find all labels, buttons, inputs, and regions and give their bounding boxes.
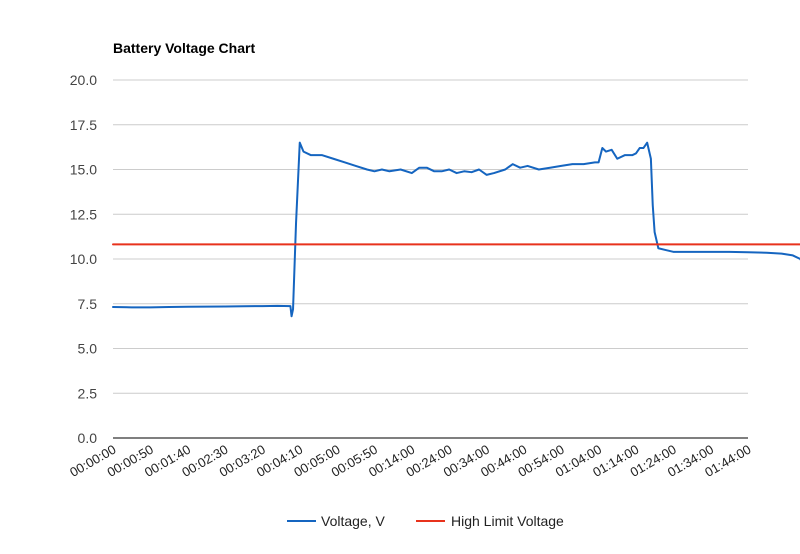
y-tick-label: 5.0: [78, 341, 98, 357]
y-tick-label: 12.5: [70, 206, 97, 222]
x-axis-ticks: 00:00:0000:00:5000:01:4000:02:3000:03:20…: [67, 442, 753, 480]
y-tick-label: 2.5: [78, 385, 98, 401]
y-tick-label: 15.0: [70, 162, 97, 178]
legend-label: Voltage, V: [321, 513, 385, 529]
y-tick-label: 7.5: [78, 296, 98, 312]
legend-label: High Limit Voltage: [451, 513, 564, 529]
y-tick-label: 20.0: [70, 72, 97, 88]
y-tick-label: 17.5: [70, 117, 97, 133]
series-line-0: [112, 141, 800, 318]
y-tick-label: 0.0: [78, 430, 98, 446]
gridlines: [113, 79, 748, 439]
y-tick-label: 10.0: [70, 251, 97, 267]
legend: Voltage, V High Limit Voltage: [287, 513, 564, 529]
series-lines: [112, 141, 800, 318]
y-axis-ticks: 0.0 2.5 5.0 7.5 10.0 12.5 15.0 17.5 20.0: [70, 72, 97, 446]
chart-title: Battery Voltage Chart: [113, 40, 255, 56]
